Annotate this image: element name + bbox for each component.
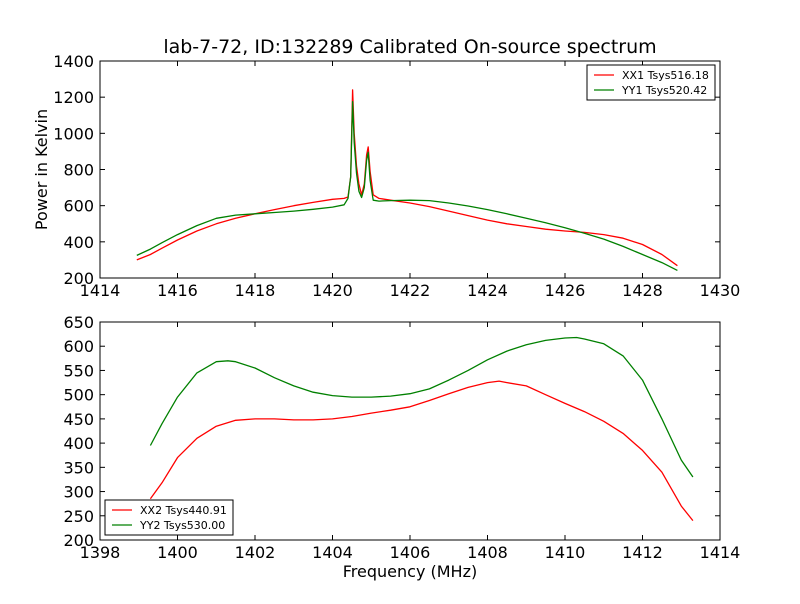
x-tick-label: 1400 — [157, 543, 198, 562]
x-tick-label: 1402 — [235, 543, 276, 562]
y-tick-label: 300 — [63, 483, 94, 502]
y-tick-label: 500 — [63, 386, 94, 405]
legend-label: XX2 Tsys440.91 — [140, 504, 227, 517]
y-tick-label: 400 — [63, 233, 94, 252]
legend-label: YY1 Tsys520.42 — [621, 84, 707, 97]
x-tick-label: 1430 — [700, 281, 741, 300]
x-tick-label: 1406 — [390, 543, 431, 562]
top-panel: 1414 1416 1418 1420 1422 1424 1426 1428 1430 200 4… — [32, 52, 740, 300]
legend-label: XX1 Tsys516.18 — [622, 69, 709, 82]
x-tick-label: 1412 — [622, 543, 663, 562]
y-tick-label: 350 — [63, 458, 94, 477]
series-line-2-2 — [149, 336, 694, 478]
y-tick-label: 1400 — [53, 52, 94, 71]
y-tick-label: 400 — [63, 434, 94, 453]
x-tick-label: 1414 — [80, 281, 121, 300]
bottom-panel: 1398 1400 1402 1404 1406 1408 1410 1412 1414 200 2… — [63, 313, 740, 581]
legend: XX2 Tsys440.91 YY2 Tsys530.00 — [104, 499, 234, 536]
x-tick-label: 1426 — [545, 281, 586, 300]
y-tick-label: 200 — [63, 269, 94, 288]
y-tick-label: 550 — [63, 361, 94, 380]
series-line-2-1 — [149, 380, 694, 522]
x-axis-title: Frequency (MHz) — [343, 562, 477, 581]
x-tick-label: 1422 — [390, 281, 431, 300]
y-tick-label: 1000 — [53, 124, 94, 143]
x-tick-label: 1428 — [622, 281, 663, 300]
x-tick-label: 1398 — [80, 543, 121, 562]
x-tick-label: 1424 — [467, 281, 508, 300]
x-tick-label: 1408 — [467, 543, 508, 562]
y-tick-label: 650 — [63, 313, 94, 332]
y-tick-label: 600 — [63, 337, 94, 356]
y-tick-label: 250 — [63, 507, 94, 526]
legend-label: YY2 Tsys530.00 — [139, 519, 225, 532]
x-tick-label: 1418 — [235, 281, 276, 300]
series-line-1-2 — [136, 101, 678, 271]
legend-box — [586, 64, 716, 101]
x-tick-label: 1410 — [545, 543, 586, 562]
y-tick-label: 600 — [63, 197, 94, 216]
legend: XX1 Tsys516.18 YY1 Tsys520.42 — [586, 64, 716, 101]
legend-box — [104, 499, 234, 536]
y-tick-label: 200 — [63, 531, 94, 550]
x-tick-label: 1414 — [700, 543, 741, 562]
chart-title: lab-7-72, ID:132289 Calibrated On-source… — [163, 36, 656, 58]
y-tick-label: 450 — [63, 410, 94, 429]
y-tick-label: 1200 — [53, 88, 94, 107]
y-tick-label: 800 — [63, 161, 94, 180]
x-tick-label: 1404 — [312, 543, 353, 562]
x-tick-label: 1420 — [312, 281, 353, 300]
x-tick-label: 1416 — [157, 281, 198, 300]
y-axis-title: Power in Kelvin — [32, 109, 51, 230]
